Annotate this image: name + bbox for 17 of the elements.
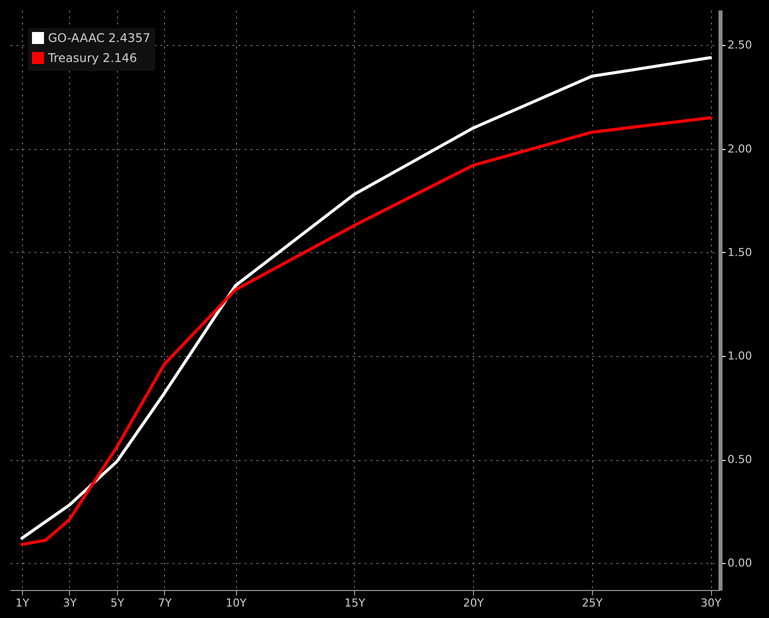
x-tick-label: 30Y <box>700 596 722 610</box>
x-tick-label: 25Y <box>582 596 603 610</box>
y-tick-label: 1.00 <box>728 349 752 362</box>
x-tick-label: 5Y <box>110 596 124 610</box>
legend-label: GO-AAAC 2.4357 <box>48 31 150 45</box>
y-tick-label: 1.50 <box>728 246 752 259</box>
x-tick-label: 1Y <box>16 596 30 610</box>
y-tick-label: 0.50 <box>728 453 752 466</box>
y-tick-label: 2.00 <box>728 142 752 156</box>
x-tick-label: 7Y <box>158 596 172 610</box>
y-tick-label: 0.00 <box>728 556 752 570</box>
x-tick-label: 20Y <box>463 596 484 610</box>
x-tick-label: 3Y <box>63 596 78 610</box>
x-tick-label: 15Y <box>344 596 366 610</box>
legend-label: Treasury 2.146 <box>47 51 138 65</box>
y-tick-label: 2.50 <box>728 38 752 52</box>
x-tick-label: 10Y <box>226 596 247 610</box>
